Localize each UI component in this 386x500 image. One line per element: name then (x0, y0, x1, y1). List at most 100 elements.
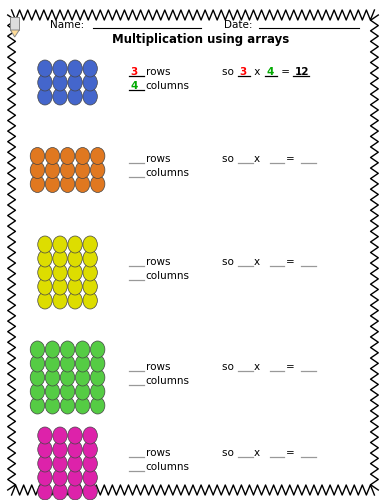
Ellipse shape (53, 60, 67, 77)
Text: Name:: Name: (50, 20, 85, 30)
Ellipse shape (75, 162, 90, 178)
Ellipse shape (68, 236, 82, 253)
Text: rows: rows (146, 154, 170, 164)
FancyBboxPatch shape (10, 8, 376, 492)
Ellipse shape (68, 60, 82, 77)
Ellipse shape (30, 369, 45, 386)
Ellipse shape (53, 427, 67, 444)
Text: =: = (286, 362, 295, 372)
Text: x: x (254, 362, 264, 372)
Text: rows: rows (146, 448, 170, 458)
Ellipse shape (68, 469, 82, 486)
Ellipse shape (53, 250, 67, 267)
Ellipse shape (90, 383, 105, 400)
Ellipse shape (68, 74, 82, 91)
Ellipse shape (38, 455, 52, 472)
Text: =: = (286, 257, 295, 267)
Ellipse shape (53, 469, 67, 486)
Ellipse shape (53, 292, 67, 309)
Ellipse shape (90, 355, 105, 372)
Ellipse shape (68, 441, 82, 458)
Ellipse shape (45, 355, 60, 372)
Ellipse shape (45, 341, 60, 358)
Ellipse shape (53, 483, 67, 500)
Ellipse shape (38, 427, 52, 444)
Ellipse shape (90, 341, 105, 358)
Text: columns: columns (146, 271, 190, 281)
Ellipse shape (38, 469, 52, 486)
Ellipse shape (83, 74, 97, 91)
Ellipse shape (60, 369, 75, 386)
Ellipse shape (45, 176, 60, 192)
Text: so: so (222, 362, 237, 372)
Text: =: = (286, 154, 295, 164)
Text: 4: 4 (267, 67, 274, 77)
Text: so: so (222, 154, 237, 164)
Ellipse shape (53, 278, 67, 295)
Ellipse shape (83, 250, 97, 267)
Ellipse shape (38, 441, 52, 458)
Text: so: so (222, 67, 237, 77)
Ellipse shape (38, 74, 52, 91)
Ellipse shape (75, 148, 90, 164)
Ellipse shape (30, 397, 45, 414)
Ellipse shape (75, 397, 90, 414)
Ellipse shape (45, 383, 60, 400)
Ellipse shape (83, 278, 97, 295)
Ellipse shape (83, 469, 97, 486)
Text: columns: columns (146, 462, 190, 472)
Ellipse shape (75, 341, 90, 358)
Ellipse shape (45, 162, 60, 178)
Ellipse shape (60, 397, 75, 414)
Ellipse shape (83, 292, 97, 309)
Ellipse shape (60, 341, 75, 358)
Ellipse shape (75, 383, 90, 400)
Ellipse shape (83, 236, 97, 253)
Text: so: so (222, 257, 237, 267)
Ellipse shape (38, 88, 52, 105)
Ellipse shape (90, 369, 105, 386)
Ellipse shape (53, 455, 67, 472)
Ellipse shape (75, 369, 90, 386)
Ellipse shape (60, 383, 75, 400)
Ellipse shape (75, 355, 90, 372)
Ellipse shape (90, 397, 105, 414)
Text: so: so (222, 448, 237, 458)
Ellipse shape (83, 427, 97, 444)
Text: 4: 4 (130, 81, 137, 91)
Ellipse shape (30, 383, 45, 400)
Text: x: x (254, 448, 264, 458)
Ellipse shape (45, 148, 60, 164)
Text: =: = (278, 67, 294, 77)
Text: =: = (286, 448, 295, 458)
Ellipse shape (68, 264, 82, 281)
Text: 3: 3 (240, 67, 247, 77)
Text: 3: 3 (130, 67, 137, 77)
Ellipse shape (60, 148, 75, 164)
Text: x: x (254, 257, 264, 267)
Polygon shape (10, 30, 19, 37)
Ellipse shape (60, 355, 75, 372)
Ellipse shape (38, 236, 52, 253)
Ellipse shape (83, 441, 97, 458)
Ellipse shape (68, 88, 82, 105)
Ellipse shape (38, 278, 52, 295)
Ellipse shape (53, 264, 67, 281)
Text: columns: columns (146, 376, 190, 386)
Text: 12: 12 (295, 67, 309, 77)
Ellipse shape (60, 162, 75, 178)
Ellipse shape (45, 369, 60, 386)
Text: rows: rows (146, 362, 170, 372)
Text: x: x (254, 154, 264, 164)
Ellipse shape (90, 162, 105, 178)
Ellipse shape (30, 148, 45, 164)
Ellipse shape (45, 397, 60, 414)
Ellipse shape (68, 427, 82, 444)
Ellipse shape (38, 292, 52, 309)
Ellipse shape (38, 250, 52, 267)
Text: columns: columns (146, 168, 190, 178)
Ellipse shape (83, 88, 97, 105)
Text: rows: rows (146, 257, 170, 267)
Ellipse shape (68, 455, 82, 472)
Ellipse shape (83, 455, 97, 472)
